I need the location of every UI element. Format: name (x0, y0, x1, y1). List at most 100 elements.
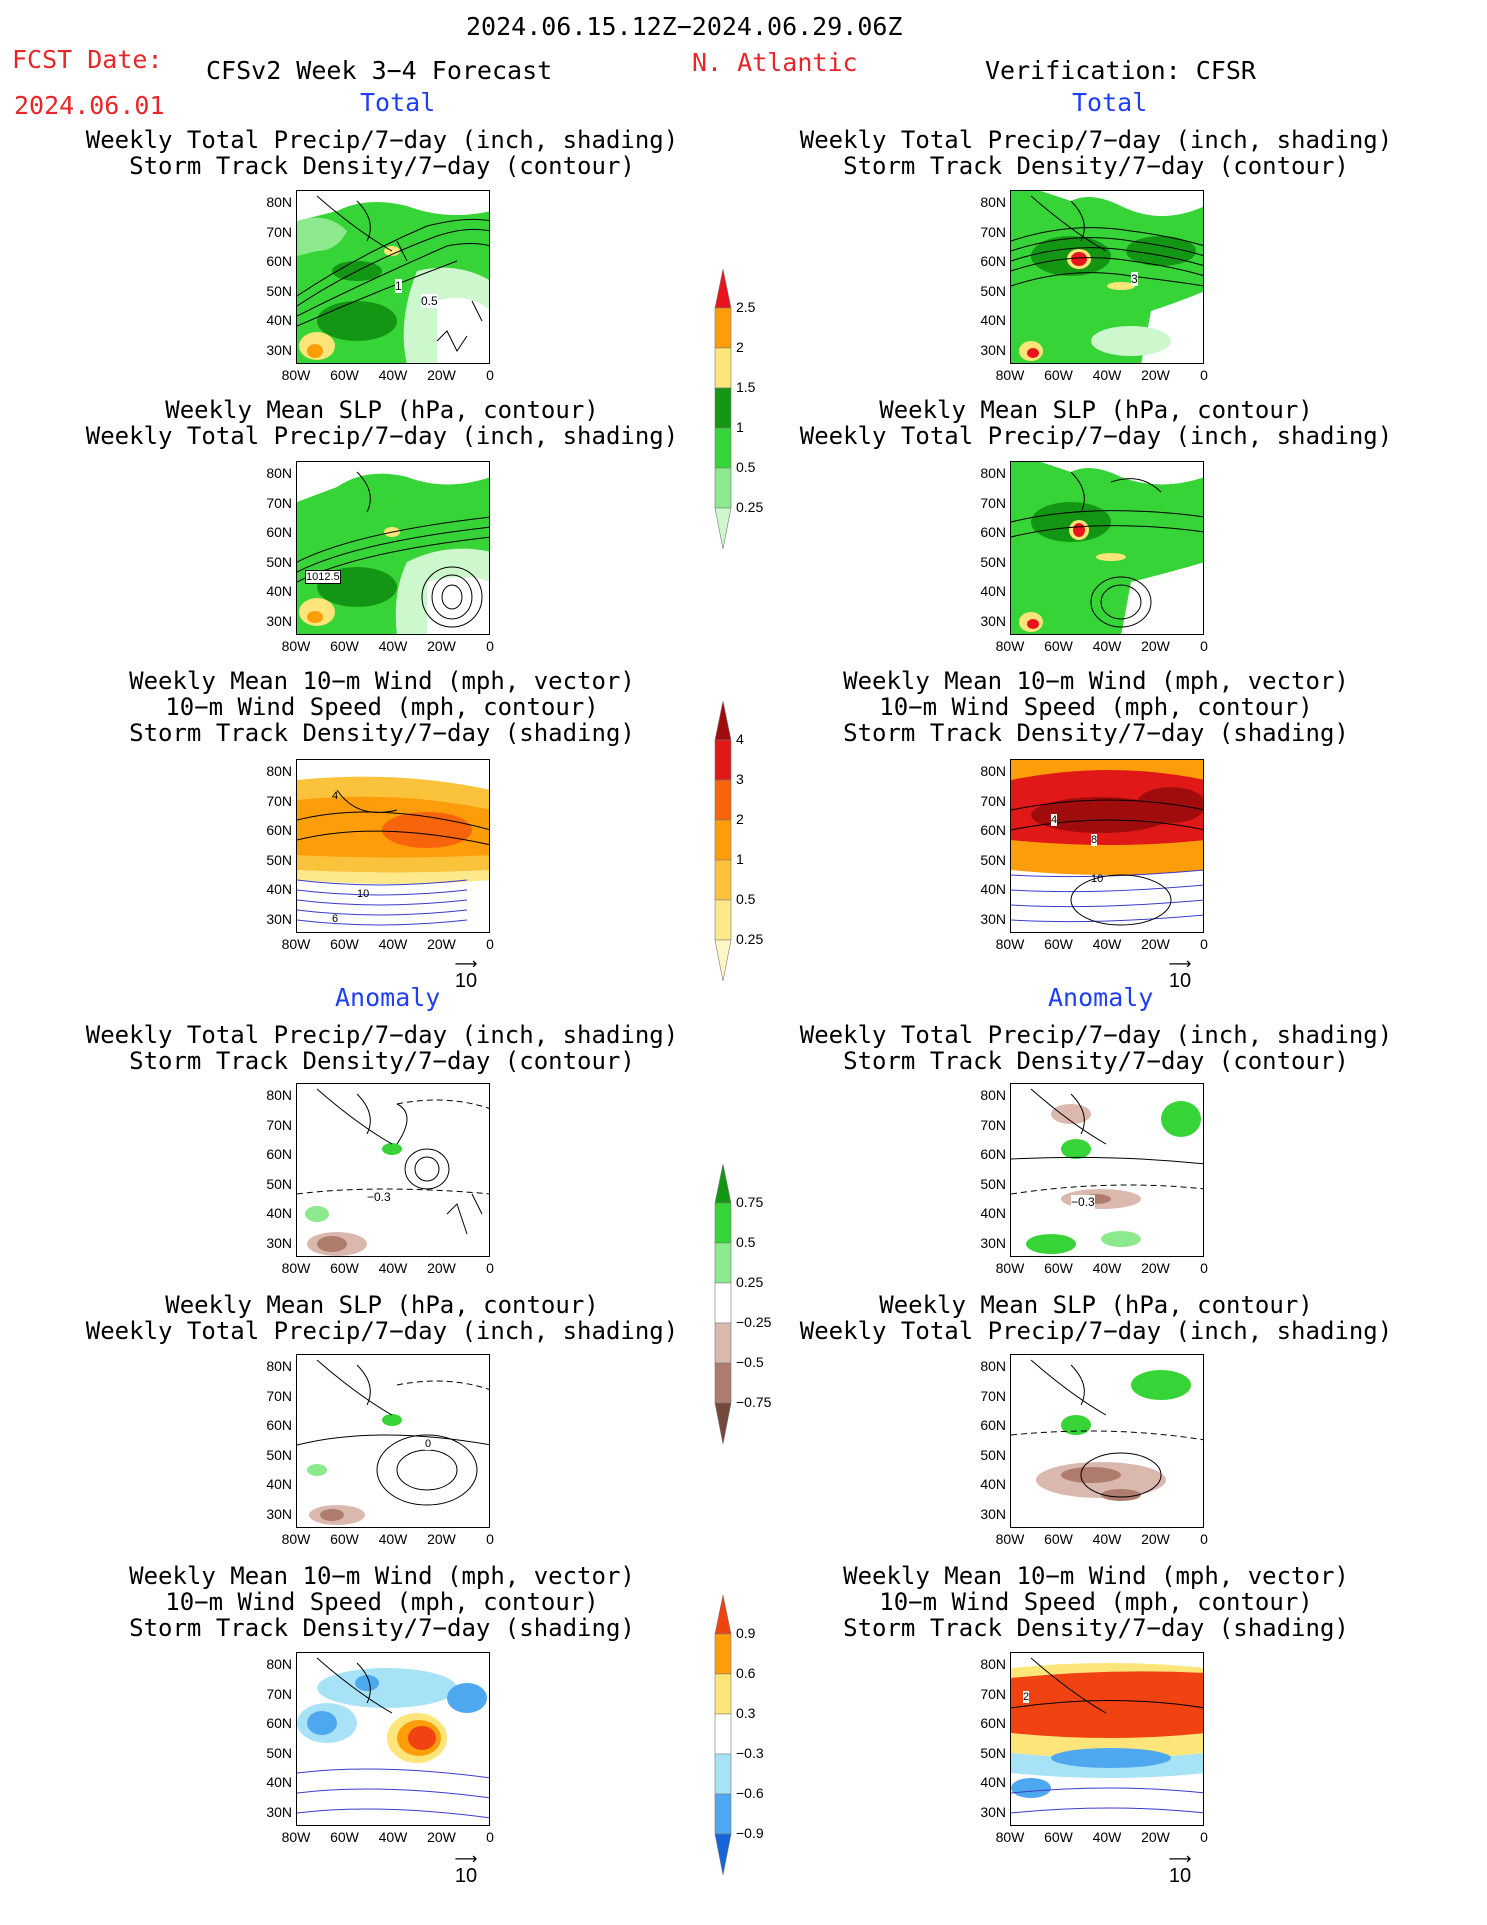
lat-tick-label: 70N (266, 1685, 292, 1702)
lat-tick-label: 30N (266, 341, 292, 358)
map-obs-wind-storm: 4 8 10 (1010, 759, 1204, 933)
vector-ref-value: 10 (1168, 1865, 1192, 1887)
lon-tick-label: 80W (281, 638, 311, 654)
lat-tick-label: 60N (980, 253, 1006, 269)
map-fcst-anom-wind-storm (296, 1652, 490, 1826)
total-label-left: Total (360, 88, 436, 117)
lon-tick-label: 20W (1141, 1260, 1170, 1276)
lat-tick-label: 70N (266, 1387, 292, 1404)
lon-tick-label: 40W (1092, 638, 1122, 654)
lon-tick-label: 20W (1141, 936, 1170, 952)
lat-tick-label: 70N (266, 792, 292, 809)
lat-tick-label: 70N (266, 1116, 292, 1133)
lat-tick-label: 30N (980, 1803, 1006, 1820)
lon-tick-label: 80W (995, 1531, 1025, 1547)
lat-tick-label: 50N (980, 1744, 1006, 1761)
colorbar-tick-label: 0.6 (736, 1665, 756, 1681)
lat-tick-label: 60N (266, 253, 292, 269)
anomaly-label-left: Anomaly (335, 983, 441, 1012)
map-fcst-wind-storm: 4 10 6 (296, 759, 490, 933)
colorbar-graphic (714, 700, 732, 982)
colorbar-tick-label: 0.25 (736, 499, 764, 515)
map-fcst-slp-precip: 1012.5 (296, 461, 490, 635)
colorbar-swatch (714, 1402, 732, 1445)
colorbar-swatch (714, 1282, 732, 1324)
lat-tick-label: 40N (980, 583, 1006, 599)
lon-tick-label: 0 (486, 936, 494, 952)
colorbar-swatch (714, 1673, 732, 1715)
colorbar-tick-label: 3 (736, 771, 744, 787)
lon-tick-label: 60W (1044, 1260, 1073, 1276)
title-line-1: Weekly Total Precip/7−day (inch, shading… (85, 1021, 679, 1049)
title-line-2: 10−m Wind Speed (mph, contour) (879, 1588, 1313, 1616)
contour-label: 6 (332, 913, 339, 925)
lat-tick-label: 60N (266, 1146, 292, 1162)
lon-tick-label: 40W (378, 1531, 408, 1547)
lon-tick-label: 80W (281, 936, 311, 952)
colorbar-swatch (714, 467, 732, 509)
colorbar-tick-label: 0.5 (736, 1234, 756, 1250)
colorbar-graphic (714, 1594, 732, 1876)
map-fcst-anom-slp-precip: 0 (296, 1354, 490, 1528)
colorbar-tick-label: 0.25 (736, 931, 764, 947)
title-line-3: Storm Track Density/7−day (shading) (129, 719, 635, 747)
lat-tick-label: 40N (980, 1774, 1006, 1790)
title-obs-anom-slp-precip: Weekly Mean SLP (hPa, contour) Weekly To… (736, 1292, 1456, 1344)
colorbar-tick-label: 0.5 (736, 459, 756, 475)
title-line-1: Weekly Total Precip/7−day (inch, shading… (85, 126, 679, 154)
colorbar-tick-label: −0.9 (736, 1825, 764, 1841)
contour-label: 10 (1091, 873, 1104, 885)
lon-tick-label: 80W (995, 936, 1025, 952)
title-line-2: Storm Track Density/7−day (contour) (129, 1047, 635, 1075)
colorbar-swatch (714, 268, 732, 309)
lat-tick-label: 30N (266, 1505, 292, 1522)
lon-tick-label: 60W (1044, 1531, 1073, 1547)
lat-tick-label: 50N (980, 851, 1006, 868)
lat-tick-label: 30N (266, 910, 292, 927)
lon-tick-label: 60W (330, 367, 359, 383)
title-fcst-anom-precip-storm: Weekly Total Precip/7−day (inch, shading… (22, 1022, 742, 1074)
lon-tick-label: 60W (1044, 367, 1073, 383)
colorbar-swatch (714, 1163, 732, 1204)
title-fcst-precip-storm: Weekly Total Precip/7−day (inch, shading… (22, 127, 742, 179)
lat-tick-label: 60N (980, 524, 1006, 540)
colorbar-swatch (714, 819, 732, 861)
colorbar-swatch (714, 779, 732, 821)
arrow-icon: ⟶ (454, 1851, 478, 1868)
lon-tick-label: 80W (281, 1531, 311, 1547)
colorbar-tick-label: 1 (736, 419, 744, 435)
colorbar-tick-label: 4 (736, 731, 744, 747)
lon-tick-label: 0 (486, 1260, 494, 1276)
colorbar-tick-label: 1 (736, 851, 744, 867)
lat-tick-label: 80N (980, 194, 1006, 210)
lat-tick-label: 80N (980, 763, 1006, 779)
colorbar-swatch (714, 939, 732, 982)
lat-tick-label: 70N (980, 494, 1006, 511)
lon-tick-label: 80W (995, 367, 1025, 383)
contour-label: 8 (1091, 834, 1098, 846)
lon-tick-label: 0 (1200, 1531, 1208, 1547)
lat-tick-label: 60N (980, 1417, 1006, 1433)
contour-label: 4 (332, 790, 339, 802)
lon-tick-label: 40W (1092, 367, 1122, 383)
colorbar-swatch (714, 307, 732, 349)
lat-tick-label: 80N (980, 1087, 1006, 1103)
colorbar-swatch (714, 859, 732, 901)
lat-tick-label: 40N (266, 1774, 292, 1790)
lon-tick-label: 0 (486, 367, 494, 383)
lat-tick-label: 30N (266, 1803, 292, 1820)
lat-tick-label: 40N (266, 1476, 292, 1492)
lat-tick-label: 30N (980, 1505, 1006, 1522)
lon-tick-label: 80W (995, 1260, 1025, 1276)
lon-tick-label: 0 (1200, 1260, 1208, 1276)
colorbar-swatch (714, 1753, 732, 1795)
lat-tick-label: 30N (980, 612, 1006, 629)
title-obs-wind-storm: Weekly Mean 10−m Wind (mph, vector) 10−m… (736, 668, 1456, 746)
lon-tick-label: 20W (1141, 367, 1170, 383)
title-line-3: Storm Track Density/7−day (shading) (843, 1614, 1349, 1642)
vector-ref-value: 10 (1168, 970, 1192, 992)
lat-tick-label: 40N (980, 1476, 1006, 1492)
lat-tick-label: 50N (266, 553, 292, 570)
colorbar-swatch (714, 1793, 732, 1835)
colorbar-swatch (714, 387, 732, 429)
